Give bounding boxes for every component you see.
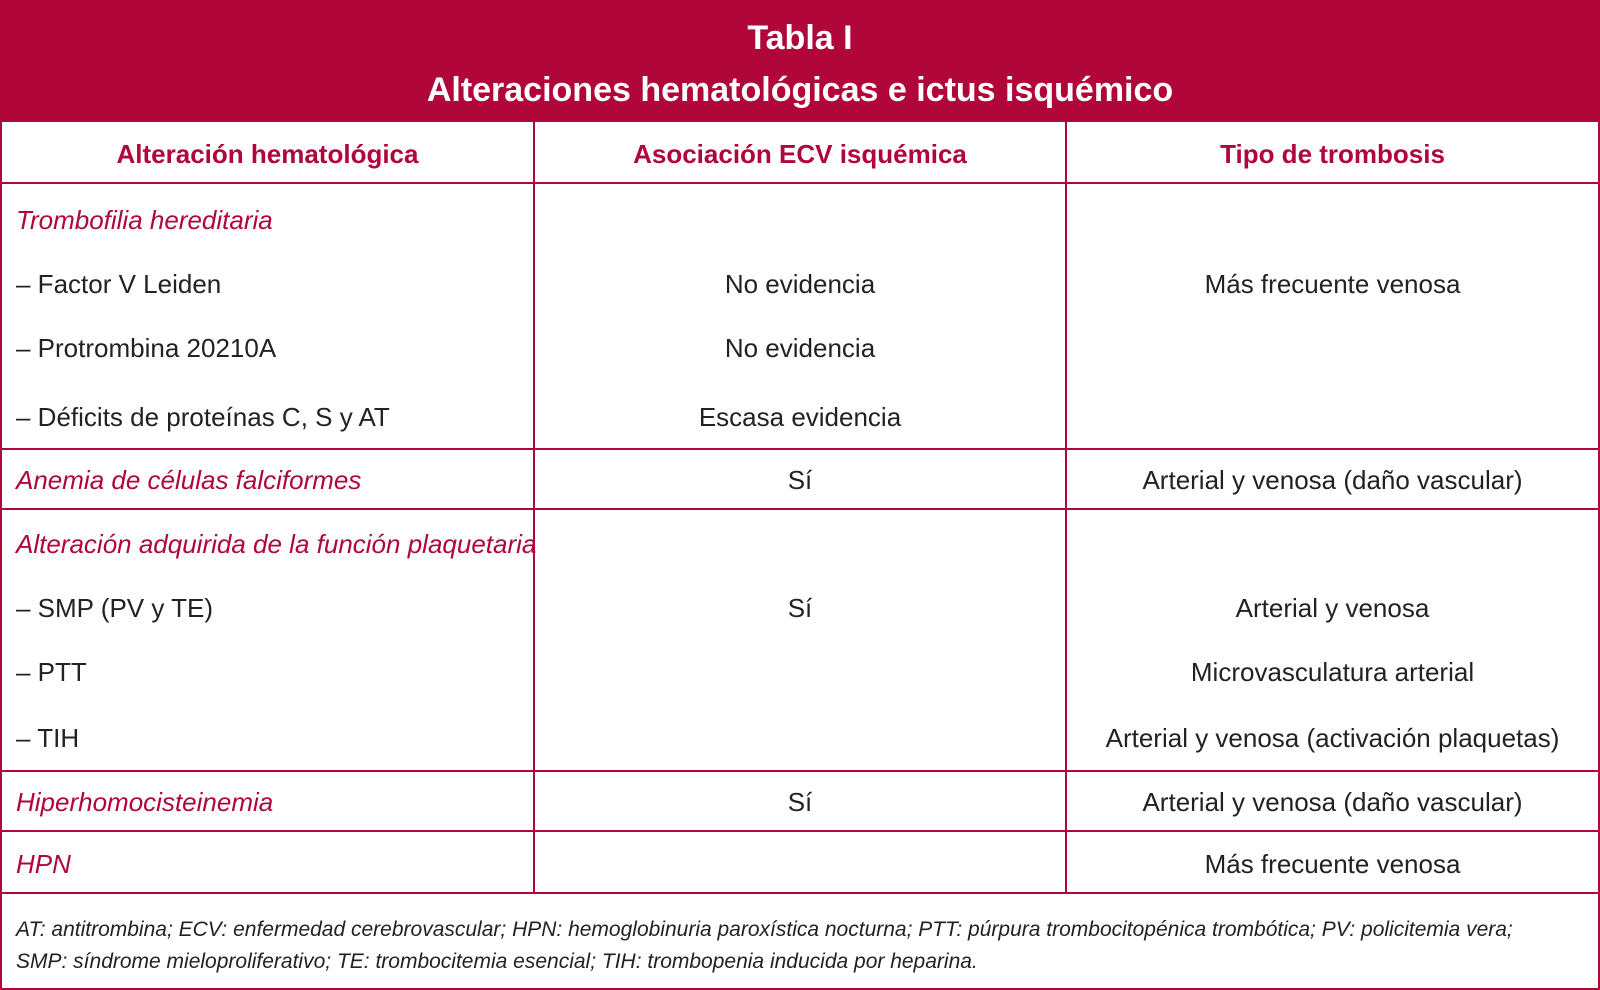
row-label: – Protrombina 20210A (16, 333, 277, 363)
thrombosis-type: Arterial y venosa (daño vascular) (1142, 787, 1523, 817)
table-title-banner: Tabla I Alteraciones hematológicas e ict… (2, 2, 1598, 122)
association-value: Sí (787, 465, 813, 495)
category-label: HPN (16, 849, 71, 879)
category-label: Alteración adquirida de la función plaqu… (16, 529, 537, 559)
thrombosis-type: Más frecuente venosa (1204, 269, 1461, 299)
association-value: Sí (787, 787, 813, 817)
row-divider (2, 508, 1598, 510)
footnote-line: SMP: síndrome mieloproliferativo; TE: tr… (16, 950, 978, 973)
row-label: – SMP (PV y TE) (16, 593, 213, 623)
thrombosis-type: Más frecuente venosa (1204, 849, 1461, 879)
table-title: Alteraciones hematológicas e ictus isqué… (426, 71, 1174, 109)
category-label: Anemia de células falciformes (16, 465, 362, 495)
table-number: Tabla I (747, 19, 853, 57)
category-label: Hiperhomocisteinemia (16, 787, 274, 817)
row-divider (2, 770, 1598, 772)
column-divider (1065, 122, 1067, 892)
thrombosis-type: Arterial y venosa (activación plaquetas) (1105, 723, 1560, 753)
association-value: Sí (787, 593, 813, 623)
row-label: – PTT (16, 657, 87, 687)
association-value: No evidencia (724, 333, 876, 363)
association-value: Escasa evidencia (698, 402, 902, 432)
row-label: – Déficits de proteínas C, S y AT (16, 402, 390, 432)
column-header: Tipo de trombosis (1220, 139, 1445, 169)
row-divider (2, 448, 1598, 450)
row-divider (2, 830, 1598, 832)
column-header: Alteración hematológica (116, 139, 419, 169)
row-label: – Factor V Leiden (16, 269, 222, 299)
header-bottom-rule (2, 182, 1598, 184)
category-label: Trombofilia hereditaria (16, 205, 273, 235)
association-value: No evidencia (724, 269, 876, 299)
column-divider (533, 122, 535, 892)
table-bottom-rule (2, 892, 1598, 894)
thrombosis-type: Microvasculatura arterial (1190, 657, 1475, 687)
thrombosis-type: Arterial y venosa (1235, 593, 1430, 623)
footnote-line: AT: antitrombina; ECV: enfermedad cerebr… (16, 918, 1513, 941)
thrombosis-type: Arterial y venosa (daño vascular) (1142, 465, 1523, 495)
column-header: Asociación ECV isquémica (633, 139, 967, 169)
row-label: – TIH (16, 723, 80, 753)
